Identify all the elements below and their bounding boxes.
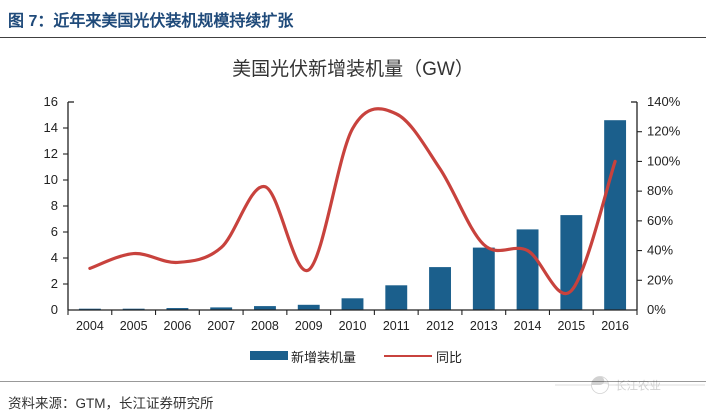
svg-text:14: 14 <box>44 120 58 135</box>
svg-text:2015: 2015 <box>557 319 585 333</box>
svg-text:2009: 2009 <box>295 319 323 333</box>
svg-text:2014: 2014 <box>514 319 542 333</box>
svg-text:40%: 40% <box>647 243 673 258</box>
svg-text:12: 12 <box>44 146 58 161</box>
svg-text:2: 2 <box>51 276 58 291</box>
svg-text:2005: 2005 <box>120 319 148 333</box>
svg-text:6: 6 <box>51 224 58 239</box>
svg-text:0%: 0% <box>647 302 666 317</box>
svg-text:长江农业: 长江农业 <box>615 379 661 393</box>
svg-text:2011: 2011 <box>383 319 410 333</box>
svg-text:140%: 140% <box>647 94 681 109</box>
svg-text:100%: 100% <box>647 153 681 168</box>
svg-text:2004: 2004 <box>76 319 104 333</box>
svg-text:0: 0 <box>51 302 58 317</box>
svg-text:80%: 80% <box>647 183 673 198</box>
svg-text:60%: 60% <box>647 213 673 228</box>
svg-text:10: 10 <box>44 172 58 187</box>
svg-text:2010: 2010 <box>339 319 367 333</box>
svg-text:2006: 2006 <box>164 319 192 333</box>
svg-text:120%: 120% <box>647 124 681 139</box>
svg-text:2007: 2007 <box>207 319 235 333</box>
svg-text:2012: 2012 <box>426 319 454 333</box>
svg-text:16: 16 <box>44 94 58 109</box>
svg-text:2016: 2016 <box>601 319 629 333</box>
svg-text:4: 4 <box>51 250 58 265</box>
svg-text:8: 8 <box>51 198 58 213</box>
svg-text:20%: 20% <box>647 272 673 287</box>
svg-text:2008: 2008 <box>251 319 279 333</box>
svg-text:2013: 2013 <box>470 319 498 333</box>
